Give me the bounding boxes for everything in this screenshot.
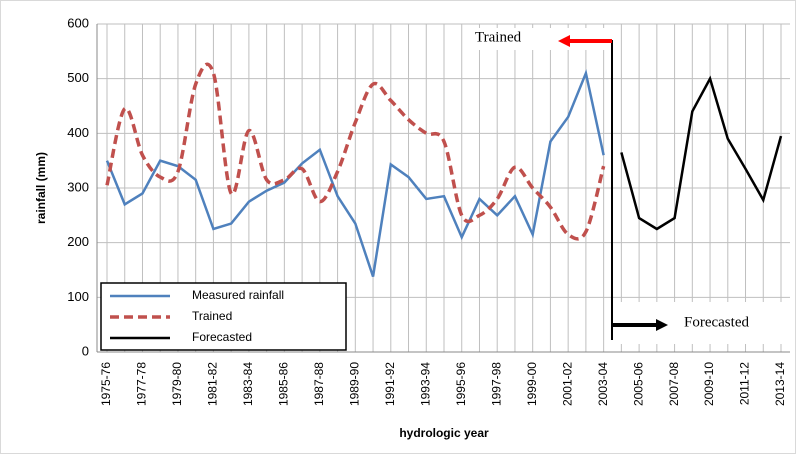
y-tick-label: 300 (67, 179, 89, 194)
x-tick-label: 1991-92 (383, 362, 397, 406)
x-tick-label: 1993-94 (418, 362, 432, 406)
x-tick-label: 1995-96 (454, 362, 468, 406)
y-tick-label: 100 (67, 289, 89, 304)
series-line (620, 75, 783, 231)
x-tick-label: 1987-88 (312, 362, 326, 406)
series-line (105, 68, 605, 277)
annotation-arrowhead (558, 35, 570, 47)
x-tick-label: 1983-84 (241, 362, 255, 406)
y-axis-label: rainfall (mm) (34, 152, 48, 224)
legend-label: Trained (192, 309, 232, 323)
x-tick-label: 2013-14 (773, 362, 787, 406)
x-tick-label: 1977-78 (135, 362, 149, 406)
x-tick-label: 1999-00 (525, 362, 539, 406)
annotations: Trained Forecasted (470, 28, 790, 344)
y-tick-label: 500 (67, 70, 89, 85)
annotation-text: Forecasted (684, 314, 749, 330)
y-tick-label: 400 (67, 125, 89, 140)
y-tick-label: 600 (67, 15, 89, 30)
x-tick-label: 1997-98 (489, 362, 503, 406)
x-tick-label: 1979-80 (170, 362, 184, 406)
x-tick-label: 1985-86 (277, 362, 291, 406)
series-line (105, 62, 606, 241)
x-tick-label: 2007-08 (667, 362, 681, 406)
annotation-text: Trained (475, 29, 522, 45)
x-tick-label: 1975-76 (99, 362, 113, 406)
y-tick-label: 0 (82, 343, 89, 358)
x-tick-label: 2005-06 (631, 362, 645, 406)
x-axis-label: hydrologic year (399, 426, 489, 440)
x-tick-label: 1989-90 (347, 362, 361, 406)
legend-label: Forecasted (192, 330, 252, 344)
x-tick-label: 2001-02 (560, 362, 574, 406)
annotation-bg (470, 28, 610, 50)
x-tick-label: 1981-82 (206, 362, 220, 406)
x-tick-label: 2003-04 (596, 362, 610, 406)
legend: Measured rainfall Trained Forecasted (100, 282, 347, 351)
x-tick-label: 2011-12 (738, 362, 752, 405)
x-tick-label: 2009-10 (702, 362, 716, 406)
lines (105, 62, 783, 277)
annotation-arrowhead (656, 319, 668, 331)
y-tick-label: 200 (67, 234, 89, 249)
legend-label: Measured rainfall (192, 288, 284, 302)
